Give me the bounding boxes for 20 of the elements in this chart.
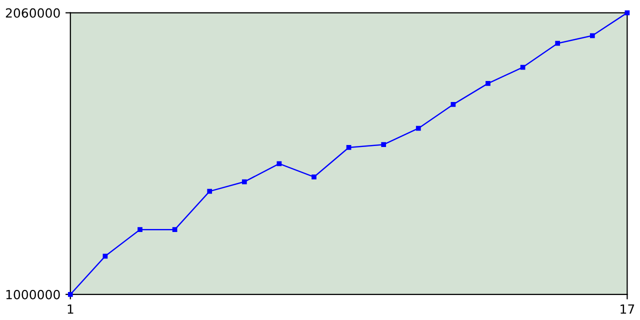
point	[555, 40, 560, 46]
point	[590, 33, 595, 38]
point	[624, 10, 630, 16]
point	[242, 179, 247, 184]
point	[276, 161, 282, 166]
point	[381, 142, 386, 147]
point	[520, 64, 526, 70]
point	[207, 188, 212, 194]
y-tick-label: 1000000	[6, 290, 60, 300]
point	[138, 227, 142, 232]
point	[312, 174, 316, 180]
point	[450, 102, 456, 107]
x-tick-label: 17	[620, 304, 634, 314]
point	[172, 227, 178, 232]
point	[416, 126, 421, 131]
point	[346, 145, 352, 150]
y-tick-label: 2060000	[6, 8, 60, 18]
point	[102, 254, 108, 259]
point	[486, 81, 490, 86]
x-tick-label: 1	[68, 304, 74, 314]
